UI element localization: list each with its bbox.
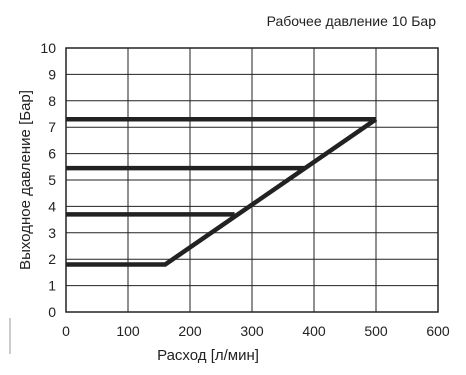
- plot-border: [65, 47, 439, 313]
- y-tick-label: 4: [48, 198, 56, 214]
- x-tick-label: 0: [62, 323, 70, 339]
- y-tick-label: 0: [48, 304, 56, 320]
- y-tick-label: 8: [48, 93, 56, 109]
- x-tick-label: 400: [302, 323, 326, 339]
- x-tick-label: 300: [240, 323, 264, 339]
- y-tick-label: 7: [48, 119, 56, 135]
- x-tick-label: 500: [364, 323, 388, 339]
- chart-subtitle: Рабочее давление 10 Бар: [267, 13, 437, 29]
- y-tick-label: 5: [48, 172, 56, 188]
- y-tick-label: 10: [40, 40, 56, 56]
- x-tick-label: 600: [426, 323, 450, 339]
- y-tick-label: 1: [48, 278, 56, 294]
- series-lines: [66, 117, 378, 267]
- x-axis-ticks: 0 100 200 300 400 500 600: [62, 323, 450, 339]
- y-axis-ticks: 0 1 2 3 4 5 6 7 8 9 10: [40, 40, 56, 320]
- y-tick-label: 2: [48, 251, 56, 267]
- x-tick-label: 200: [178, 323, 202, 339]
- x-axis-title: Расход [л/мин]: [157, 347, 259, 364]
- grid: [65, 47, 439, 313]
- series-line-1: [66, 117, 378, 267]
- y-axis-title: Выходное давление [Бар]: [17, 90, 34, 270]
- y-tick-label: 3: [48, 225, 56, 241]
- y-tick-label: 6: [48, 146, 56, 162]
- x-tick-label: 100: [116, 323, 140, 339]
- y-tick-label: 9: [48, 66, 56, 82]
